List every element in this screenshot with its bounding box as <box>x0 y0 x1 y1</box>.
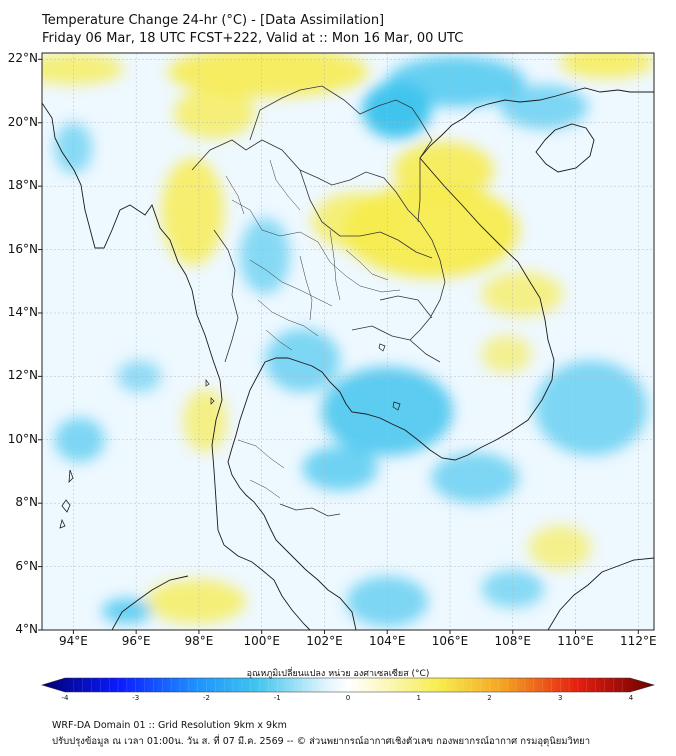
coastline-borneo <box>547 557 654 630</box>
colorbar-tick: -1 <box>273 694 281 702</box>
temperature-field <box>42 53 654 627</box>
province-borders <box>225 159 401 499</box>
lat-label: 8°N <box>15 495 38 510</box>
country-borders <box>191 85 446 517</box>
cool-anomaly-4 <box>264 328 341 393</box>
colorbar-tick: -4 <box>61 694 69 702</box>
lat-label: 6°N <box>15 558 38 573</box>
lat-label: 12°N <box>7 368 38 383</box>
colorbar-tick: 1 <box>416 694 421 702</box>
map-subtitle: Friday 06 Mar, 18 UTC FCST+222, Valid at… <box>42 31 464 46</box>
colorbar-tick: -3 <box>132 694 140 702</box>
lat-label: 18°N <box>7 178 38 193</box>
colorbar-tick: 0 <box>345 694 351 702</box>
map-gridlines <box>42 53 654 630</box>
lat-label: 16°N <box>7 241 38 256</box>
lon-label: 104°E <box>368 634 406 648</box>
lon-label: 98°E <box>184 634 214 648</box>
colorbar-title: อุณหภูมิเปลี่ยนแปลง หน่วย องศาเซลเซียส (… <box>246 669 430 679</box>
warm-anomaly-2 <box>393 141 494 199</box>
colorbar-tick: -2 <box>203 694 210 702</box>
coastlines-borders <box>42 85 654 630</box>
lon-label: 100°E <box>243 634 280 648</box>
map-title: Temperature Change 24-hr (°C) - [Data As… <box>42 13 385 28</box>
lat-label: 22°N <box>7 51 38 66</box>
warm-anomaly-9 <box>481 335 532 374</box>
coastline-hainan <box>535 123 595 173</box>
warm-anomaly-11 <box>183 389 228 453</box>
credit-line: ปรับปรุงข้อมูล ณ เวลา 01:00น. วัน ส. ที่… <box>52 736 591 747</box>
colorbar-tick: 3 <box>558 694 563 702</box>
cool-anomaly-14 <box>101 598 152 624</box>
lon-label: 110°E <box>557 634 594 648</box>
cool-anomaly-1 <box>387 56 526 107</box>
warm-anomaly-4 <box>161 157 225 266</box>
cool-anomaly-13 <box>481 569 545 608</box>
lon-label: 106°E <box>431 634 469 648</box>
colorbar-tick: 4 <box>628 694 634 702</box>
colorbar-tick: 2 <box>487 694 492 702</box>
lat-label: 10°N <box>7 431 38 446</box>
lon-label: 94°E <box>58 634 88 648</box>
warm-anomaly-8 <box>481 271 563 317</box>
cool-anomaly-6 <box>239 217 290 294</box>
forecast-map <box>38 52 656 693</box>
warm-anomaly-5 <box>173 87 256 139</box>
warm-anomaly-6 <box>42 53 124 85</box>
lon-label: 96°E <box>121 634 151 648</box>
axis-ticks <box>38 58 639 634</box>
lon-label: 102°E <box>306 634 343 648</box>
cool-anomaly-2 <box>500 84 589 130</box>
map-frame <box>41 52 655 631</box>
lat-label: 4°N <box>15 622 38 636</box>
lon-label: 108°E <box>494 634 532 648</box>
cool-anomaly-5 <box>302 446 378 491</box>
warm-anomaly-10 <box>528 525 592 570</box>
lon-label: 112°E <box>620 634 657 648</box>
colorbar <box>40 677 656 693</box>
islands-coastal <box>205 343 401 411</box>
islands-andaman <box>59 469 74 529</box>
cool-anomaly-3 <box>321 366 454 456</box>
model-info: WRF-DA Domain 01 :: Grid Resolution 9km … <box>52 720 287 731</box>
coastline-sumatra <box>111 575 189 630</box>
coastline-mainland <box>42 87 654 630</box>
warm-anomaly-12 <box>145 579 247 624</box>
warm-anomaly-0 <box>167 53 369 98</box>
colorbar-level-separators <box>73 678 623 692</box>
warm-anomaly-7 <box>559 53 654 79</box>
warm-anomaly-3 <box>311 192 400 250</box>
lat-label: 14°N <box>7 304 38 319</box>
cool-anomaly-11 <box>431 452 520 504</box>
cool-anomaly-8 <box>54 122 93 174</box>
cool-anomaly-10 <box>534 360 648 456</box>
lat-label: 20°N <box>7 114 38 129</box>
